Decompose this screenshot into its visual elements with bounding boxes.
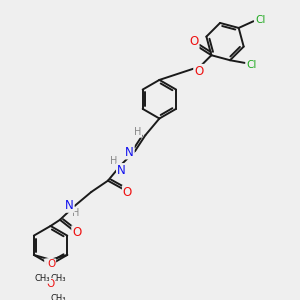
Text: O: O [72,226,82,239]
Text: O: O [47,259,55,269]
Text: O: O [123,186,132,199]
Text: N: N [65,199,74,212]
Text: H: H [71,208,79,218]
Text: Cl: Cl [255,15,265,25]
Text: N: N [125,146,134,158]
Text: H: H [134,127,142,137]
Text: CH₃: CH₃ [50,294,66,300]
Text: H: H [110,156,118,167]
Text: CH₃: CH₃ [35,274,50,283]
Text: Cl: Cl [246,60,257,70]
Text: O: O [45,259,53,269]
Text: O: O [194,65,203,78]
Text: O: O [46,279,55,289]
Text: CH₃: CH₃ [51,274,66,283]
Text: N: N [117,164,126,177]
Text: O: O [189,35,199,48]
